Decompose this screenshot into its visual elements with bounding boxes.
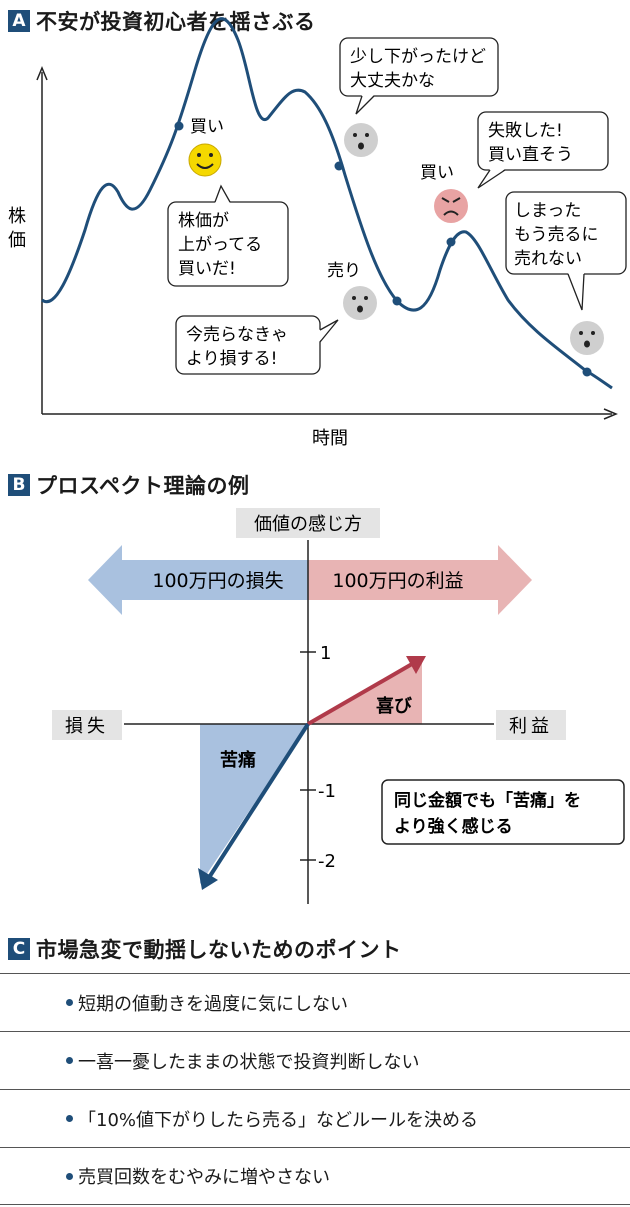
loss-arrowhead — [198, 868, 218, 890]
gain-value-line — [307, 662, 413, 726]
regret-bubble-line1: しまった — [514, 201, 581, 221]
sell-bubble-line2: より損する! — [186, 349, 277, 369]
dip-bubble-line1: 少し下がったけど — [350, 47, 486, 67]
section-b-header: B プロスペクト理論の例 — [8, 470, 250, 500]
tip-text: 「10%値下がりしたら売る」などルールを決める — [78, 1109, 479, 1131]
loss-label: 損失 — [65, 716, 109, 737]
tick-label-neg2: -2 — [318, 851, 336, 872]
section-c-badge: C — [8, 938, 30, 960]
dip-bubble-line2: 大丈夫かな — [350, 71, 435, 91]
note-line1: 同じ金額でも「苦痛」を — [394, 790, 581, 811]
gain-label: 利益 — [509, 716, 553, 737]
tip-text: 売買回数をむやみに増やさない — [78, 1167, 330, 1188]
regret-bubble-line2: もう売るに — [514, 225, 599, 245]
buy-bubble-line3: 買いだ! — [178, 259, 236, 279]
worried-face-icon — [344, 123, 378, 157]
tip-item: 短期の値動きを過度に気にしない — [0, 973, 630, 1031]
tips-list: 短期の値動きを過度に気にしない 一喜一憂したままの状態で投資判断しない 「10%… — [0, 973, 630, 1205]
regret-bubble: しまった もう売るに 売れない — [505, 191, 627, 311]
x-axis-arrowhead — [603, 408, 618, 420]
bullet-icon — [66, 1115, 73, 1122]
rebuy-bubble-line2: 買い直そう — [488, 145, 573, 165]
gain-amount-arrow — [308, 545, 532, 615]
buy-bubble-line2: 上がってる — [178, 235, 262, 255]
rebuy-bubble-line1: 失敗した! — [488, 121, 563, 141]
tip-item: 「10%値下がりしたら売る」などルールを決める — [0, 1089, 630, 1147]
anxious-face-icon — [343, 286, 377, 320]
section-b-title: プロスペクト理論の例 — [36, 474, 250, 498]
loss-arrow-label: 100万円の損失 — [152, 570, 283, 592]
buy-label-2: 買い — [420, 163, 454, 183]
section-b-badge: B — [8, 474, 30, 496]
sad-face-icon — [570, 321, 604, 355]
bullet-icon — [66, 999, 73, 1006]
buy-bubble: 株価が 上がってる 買いだ! — [167, 184, 289, 287]
section-c-title: 市場急変で動揺しないためのポイント — [36, 938, 402, 962]
tip-text: 一喜一憂したままの状態で投資判断しない — [78, 1051, 420, 1073]
section-c-header: C 市場急変で動揺しないためのポイント — [8, 934, 402, 964]
x-axis-label: 時間 — [312, 428, 348, 449]
sell-point — [392, 296, 402, 306]
section-a-title: 不安が投資初心者を揺さぶる — [36, 10, 316, 34]
dip-bubble: 少し下がったけど 大丈夫かな — [339, 37, 499, 115]
tip-item: 一喜一憂したままの状態で投資判断しない — [0, 1031, 630, 1089]
y-axis-label-line1: 株 — [8, 206, 26, 227]
tip-text: 短期の値動きを過度に気にしない — [78, 993, 348, 1015]
gain-arrowhead — [406, 656, 426, 674]
y-axis-arrowhead — [36, 66, 48, 81]
angry-face-icon — [434, 189, 468, 223]
tick-label-neg1: -1 — [318, 781, 336, 802]
bullet-icon — [66, 1172, 73, 1180]
value-axis-label-box — [236, 508, 380, 538]
loss-label-box — [52, 710, 122, 740]
buy-label-1: 買い — [190, 117, 224, 137]
sell-bubble-line1: 今売らなきゃ — [186, 325, 288, 345]
section-a-badge: A — [8, 10, 30, 32]
section-a-header: A 不安が投資初心者を揺さぶる — [8, 6, 316, 36]
sell-bubble: 今売らなきゃ より損する! — [175, 315, 339, 375]
rebuy-bubble: 失敗した! 買い直そう — [477, 111, 609, 189]
buy-point-2 — [446, 237, 456, 247]
gain-arrow-label: 100万円の利益 — [332, 570, 463, 592]
loss-amount-arrow — [88, 545, 308, 615]
tip-item: 売買回数をむやみに増やさない — [0, 1147, 630, 1205]
note-box — [381, 779, 625, 845]
end-point — [582, 367, 592, 377]
note-line2: より強く感じる — [394, 816, 513, 837]
gain-label-box — [496, 710, 566, 740]
loss-value-line — [208, 722, 310, 878]
y-axis-label-line2: 価 — [8, 230, 26, 251]
bullet-icon — [66, 1057, 73, 1064]
prospect-theory-diagram: 価値の感じ方 100万円の損失 100万円の利益 1 -1 -2 損失 利益 喜… — [52, 508, 625, 904]
value-axis-label: 価値の感じ方 — [254, 514, 362, 535]
pain-label: 苦痛 — [220, 749, 256, 771]
happy-face-icon — [188, 143, 222, 177]
buy-point-1 — [174, 121, 184, 131]
stock-price-chart: 株 価 時間 買い 株価が 上がってる 買いだ! 少し下がったけど 大丈夫かな — [8, 17, 627, 449]
sell-label: 売り — [327, 261, 361, 281]
tick-label-1: 1 — [320, 643, 331, 664]
price-line — [41, 17, 613, 390]
dip-point — [334, 161, 344, 171]
regret-bubble-line3: 売れない — [514, 249, 582, 269]
joy-label: 喜び — [376, 696, 413, 717]
buy-bubble-line1: 株価が — [178, 211, 229, 231]
